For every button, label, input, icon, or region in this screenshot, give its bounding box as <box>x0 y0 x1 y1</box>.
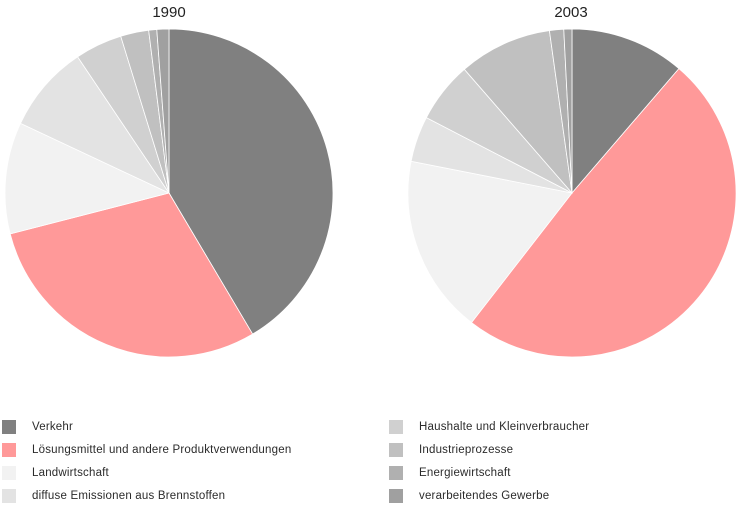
legend-item: diffuse Emissionen aus Brennstoffen <box>2 484 291 507</box>
legend-label: Haushalte und Kleinverbraucher <box>419 420 590 433</box>
legend-item: Verkehr <box>2 415 291 438</box>
legend-label: Lösungsmittel und andere Produktverwendu… <box>32 443 292 456</box>
legend-label: verarbeitendes Gewerbe <box>419 489 550 502</box>
pie-2003 <box>407 28 736 358</box>
legend-item: Haushalte und Kleinverbraucher <box>389 415 589 438</box>
legend-label: Landwirtschaft <box>32 466 109 479</box>
pie-charts: 1990 2003 <box>4 4 736 358</box>
legend-swatch <box>389 419 403 434</box>
legend-label: Verkehr <box>32 420 74 433</box>
legend-swatch <box>2 465 16 480</box>
pie-slice-2003-5 <box>463 30 573 195</box>
legend: Verkehr Lösungsmittel und andere Produkt… <box>0 415 736 505</box>
pie-title-2003: 2003 <box>554 4 587 21</box>
legend-column-left: Verkehr Lösungsmittel und andere Produkt… <box>2 415 291 507</box>
legend-item: Lösungsmittel und andere Produktverwendu… <box>2 438 291 461</box>
legend-swatch <box>2 488 16 503</box>
pie-slice-1990-7 <box>156 28 170 194</box>
pie-slice-2003-1 <box>470 68 736 358</box>
pie-title-1990: 1990 <box>152 4 185 21</box>
legend-label: Industrieprozesse <box>419 443 514 456</box>
legend-item: Industrieprozesse <box>389 438 589 461</box>
pie-slice-1990-0 <box>168 28 334 335</box>
legend-swatch <box>389 465 403 480</box>
pie-slice-2003-2 <box>407 160 573 324</box>
legend-column-right: Haushalte und Kleinverbraucher Industrie… <box>389 415 589 507</box>
pie-slice-1990-1 <box>9 192 254 358</box>
legend-item: Energiewirtschaft <box>389 461 589 484</box>
legend-swatch <box>389 488 403 503</box>
pie-slice-1990-3 <box>19 56 171 194</box>
legend-item: Landwirtschaft <box>2 461 291 484</box>
pie-slice-1990-2 <box>4 122 171 235</box>
legend-label: Energiewirtschaft <box>419 466 511 479</box>
legend-swatch <box>389 442 403 457</box>
pie-slice-2003-7 <box>563 28 573 194</box>
legend-swatch <box>2 419 16 434</box>
legend-label: diffuse Emissionen aus Brennstoffen <box>32 489 226 502</box>
legend-swatch <box>2 442 16 457</box>
pie-slice-2003-0 <box>571 28 680 195</box>
pie-1990 <box>4 28 334 358</box>
legend-item: verarbeitendes Gewerbe <box>389 484 589 507</box>
